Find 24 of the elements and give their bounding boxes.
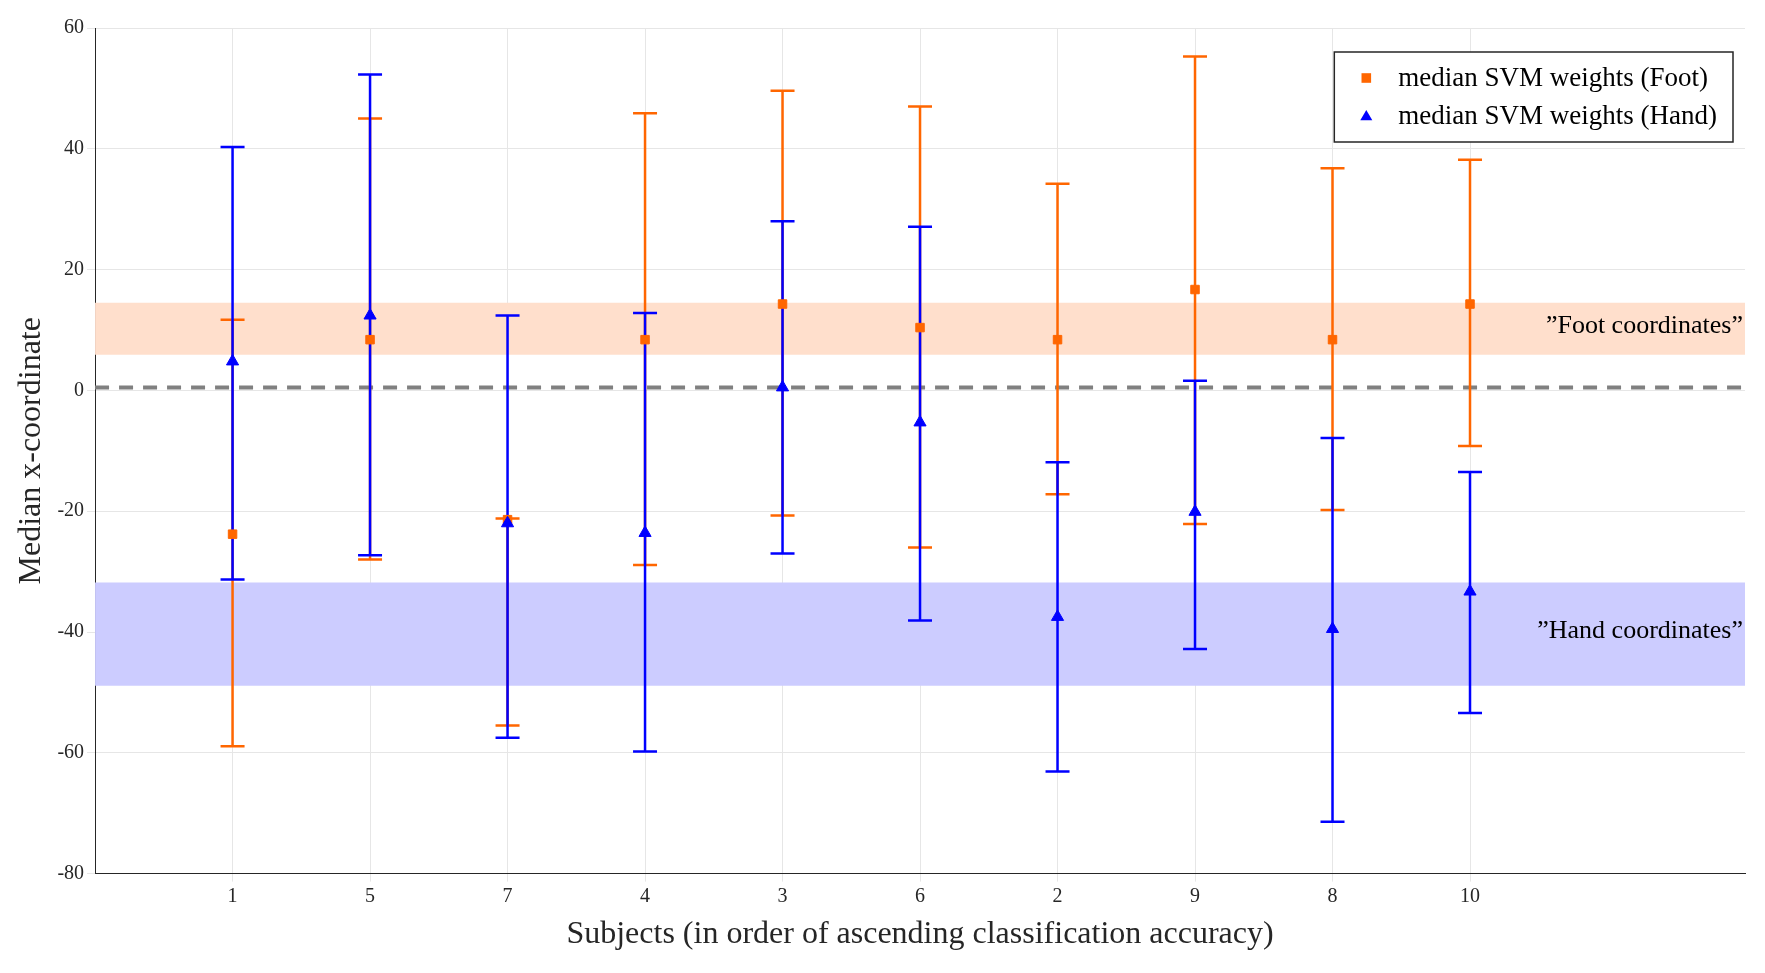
band-label: ”Hand coordinates” [1537, 614, 1743, 644]
y-tick-label: -40 [57, 619, 85, 642]
y-tick-label: -60 [57, 740, 85, 763]
x-tick-label: 4 [640, 883, 651, 906]
y-tick-label: 40 [64, 136, 85, 159]
x-axis-title: Subjects (in order of ascending classification accuracy) [566, 914, 1274, 951]
band-label: ”Foot coordinates” [1545, 309, 1743, 339]
x-tick-label: 2 [1052, 883, 1063, 906]
x-tick-label: 3 [777, 883, 788, 906]
x-tick-label: 10 [1460, 883, 1481, 906]
y-tick-label: 20 [64, 256, 85, 279]
x-tick-label: 9 [1190, 883, 1201, 906]
y-tick-label: -80 [57, 860, 85, 883]
legend-label: median SVM weights (Hand) [1398, 100, 1717, 131]
x-tick-label: 7 [502, 883, 513, 906]
y-tick-label: 60 [64, 15, 85, 38]
y-tick-label: -20 [57, 498, 85, 521]
x-tick-label: 5 [365, 883, 376, 906]
x-tick-label: 1 [227, 883, 238, 906]
x-tick-label: 6 [915, 883, 926, 906]
x-tick-label: 8 [1327, 883, 1338, 906]
legend-label: median SVM weights (Foot) [1398, 62, 1709, 93]
y-axis-title: Median x-coordinate [10, 317, 47, 585]
y-tick-label: 0 [74, 377, 85, 400]
